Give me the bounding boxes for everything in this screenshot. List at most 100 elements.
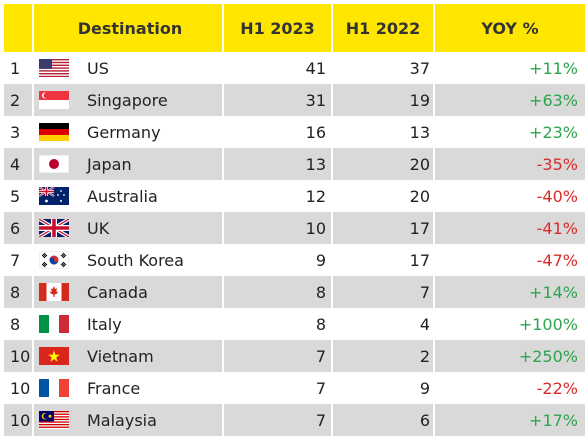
table-row: 6 UK 10 17 -41% — [4, 212, 585, 244]
column-divider — [32, 180, 34, 212]
destination-cell: Germany — [87, 122, 161, 142]
column-divider — [222, 372, 224, 404]
column-divider — [331, 276, 333, 308]
column-divider — [222, 52, 224, 84]
column-divider — [32, 116, 34, 148]
column-divider — [331, 4, 333, 52]
column-divider — [32, 308, 34, 340]
column-divider — [222, 212, 224, 244]
column-divider — [331, 340, 333, 372]
column-divider — [433, 404, 435, 436]
yoy-cell: +14% — [529, 282, 578, 302]
table-row: 2 Singapore 31 19 +63% — [4, 84, 585, 116]
column-divider — [433, 116, 435, 148]
h1-2023-cell: 10 — [305, 218, 326, 238]
h1-2023-cell: 13 — [305, 154, 326, 174]
table-header: Destination H1 2023 H1 2022 YOY % — [4, 4, 585, 52]
column-divider — [222, 84, 224, 116]
column-divider — [331, 52, 333, 84]
header-destination: Destination — [77, 18, 183, 38]
rank-cell: 6 — [10, 218, 21, 238]
canada-flag-icon — [37, 276, 71, 308]
destination-cell: Singapore — [87, 90, 168, 110]
h1-2023-cell: 8 — [315, 282, 326, 302]
destination-cell: US — [87, 58, 109, 78]
vietnam-flag-icon — [37, 340, 71, 372]
column-divider — [32, 4, 34, 52]
yoy-cell: +11% — [529, 58, 578, 78]
h1-2022-cell: 4 — [419, 314, 430, 334]
h1-2022-cell: 17 — [409, 218, 430, 238]
yoy-cell: -40% — [536, 186, 578, 206]
h1-2022-cell: 6 — [419, 410, 430, 430]
column-divider — [32, 404, 34, 436]
australia-flag-icon — [37, 180, 71, 212]
h1-2023-cell: 31 — [305, 90, 326, 110]
italy-flag-icon — [37, 308, 71, 340]
destination-cell: Italy — [87, 314, 122, 334]
column-divider — [331, 372, 333, 404]
column-divider — [433, 372, 435, 404]
h1-2022-cell: 17 — [409, 250, 430, 270]
yoy-cell: +250% — [518, 346, 578, 366]
column-divider — [433, 52, 435, 84]
column-divider — [222, 276, 224, 308]
destination-table: Destination H1 2023 H1 2022 YOY % 1 US 41 3… — [4, 4, 585, 436]
germany-flag-icon — [37, 116, 71, 148]
destination-cell: Japan — [87, 154, 132, 174]
yoy-cell: -41% — [536, 218, 578, 238]
column-divider — [331, 308, 333, 340]
column-divider — [32, 212, 34, 244]
yoy-cell: +17% — [529, 410, 578, 430]
column-divider — [222, 116, 224, 148]
table-row: 4 Japan 13 20 -35% — [4, 148, 585, 180]
yoy-cell: -22% — [536, 378, 578, 398]
column-divider — [331, 84, 333, 116]
column-divider — [433, 84, 435, 116]
rank-cell: 10 — [10, 410, 31, 430]
column-divider — [222, 244, 224, 276]
column-divider — [433, 340, 435, 372]
column-divider — [433, 276, 435, 308]
column-divider — [32, 276, 34, 308]
rank-cell: 3 — [10, 122, 21, 142]
column-divider — [222, 148, 224, 180]
column-divider — [331, 148, 333, 180]
us-flag-icon — [37, 52, 71, 84]
h1-2022-cell: 20 — [409, 154, 430, 174]
column-divider — [433, 244, 435, 276]
yoy-cell: -35% — [536, 154, 578, 174]
table-row: 10 Vietnam 7 2 +250% — [4, 340, 585, 372]
destination-cell: Australia — [87, 186, 158, 206]
column-divider — [331, 180, 333, 212]
h1-2022-cell: 7 — [419, 282, 430, 302]
uk-flag-icon — [37, 212, 71, 244]
column-divider — [222, 340, 224, 372]
rank-cell: 4 — [10, 154, 21, 174]
h1-2023-cell: 7 — [315, 410, 326, 430]
yoy-cell: -47% — [536, 250, 578, 270]
h1-2023-cell: 41 — [305, 58, 326, 78]
column-divider — [32, 244, 34, 276]
header-h1-2022: H1 2022 — [345, 18, 421, 38]
h1-2023-cell: 16 — [305, 122, 326, 142]
column-divider — [222, 404, 224, 436]
h1-2022-cell: 37 — [409, 58, 430, 78]
column-divider — [331, 244, 333, 276]
header-yoy: YOY % — [481, 18, 539, 38]
column-divider — [32, 340, 34, 372]
column-divider — [222, 180, 224, 212]
h1-2023-cell: 7 — [315, 378, 326, 398]
table-row: 8 Canada 8 7 +14% — [4, 276, 585, 308]
column-divider — [331, 404, 333, 436]
yoy-cell: +100% — [518, 314, 578, 334]
header-h1-2023: H1 2023 — [240, 18, 315, 38]
column-divider — [433, 308, 435, 340]
rank-cell: 1 — [10, 58, 21, 78]
singapore-flag-icon — [37, 84, 71, 116]
h1-2022-cell: 2 — [419, 346, 430, 366]
destination-cell: France — [87, 378, 141, 398]
h1-2023-cell: 9 — [315, 250, 326, 270]
rank-cell: 10 — [10, 346, 31, 366]
table-row: 7 South Korea 9 17 -47% — [4, 244, 585, 276]
